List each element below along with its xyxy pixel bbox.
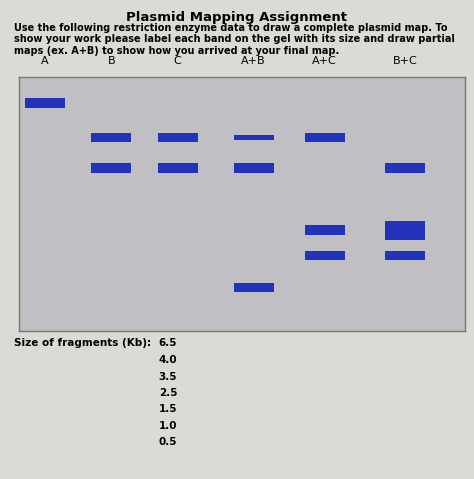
FancyBboxPatch shape (25, 99, 65, 108)
Text: 3.5: 3.5 (159, 372, 177, 382)
FancyBboxPatch shape (91, 163, 131, 173)
Text: A+B: A+B (241, 56, 266, 66)
FancyBboxPatch shape (385, 251, 425, 261)
Text: 6.5: 6.5 (159, 338, 177, 348)
Text: maps (ex. A+B) to show how you arrived at your final map.: maps (ex. A+B) to show how you arrived a… (14, 46, 339, 56)
Text: C: C (174, 56, 182, 66)
Text: B+C: B+C (393, 56, 418, 66)
FancyBboxPatch shape (158, 163, 198, 173)
Text: 1.0: 1.0 (159, 421, 177, 431)
Text: 1.5: 1.5 (159, 404, 177, 414)
FancyBboxPatch shape (158, 133, 198, 142)
FancyBboxPatch shape (305, 133, 345, 142)
FancyBboxPatch shape (385, 163, 425, 173)
Text: B: B (108, 56, 115, 66)
Text: show your work please label each band on the gel with its size and draw partial: show your work please label each band on… (14, 34, 455, 45)
FancyBboxPatch shape (385, 221, 425, 240)
FancyBboxPatch shape (305, 226, 345, 235)
Text: Plasmid Mapping Assignment: Plasmid Mapping Assignment (127, 11, 347, 23)
Text: A+C: A+C (312, 56, 337, 66)
Text: 4.0: 4.0 (159, 355, 177, 365)
FancyBboxPatch shape (234, 163, 273, 173)
FancyBboxPatch shape (234, 135, 273, 140)
Text: A: A (41, 56, 49, 66)
Text: 0.5: 0.5 (159, 437, 177, 447)
FancyBboxPatch shape (234, 283, 273, 292)
Text: Size of fragments (Kb):: Size of fragments (Kb): (14, 338, 151, 348)
Text: Use the following restriction enzyme data to draw a complete plasmid map. To: Use the following restriction enzyme dat… (14, 23, 448, 33)
FancyBboxPatch shape (305, 251, 345, 261)
FancyBboxPatch shape (91, 133, 131, 142)
Text: 2.5: 2.5 (159, 388, 177, 398)
